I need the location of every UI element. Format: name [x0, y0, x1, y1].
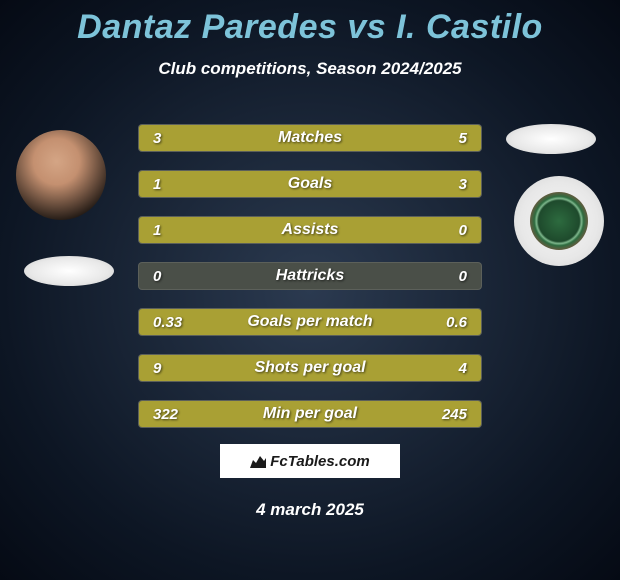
- value-left: 0: [153, 263, 161, 289]
- player-right-avatar: [514, 176, 604, 266]
- bar-right: [266, 125, 481, 151]
- value-left: 3: [153, 125, 161, 151]
- bar-right: [225, 171, 482, 197]
- stat-label: Hattricks: [139, 263, 481, 289]
- date-label: 4 march 2025: [0, 500, 620, 520]
- player-left-avatar: [16, 130, 106, 220]
- value-left: 1: [153, 171, 161, 197]
- value-left: 0.33: [153, 309, 182, 335]
- club-left-logo: [24, 256, 114, 286]
- bar-left: [139, 355, 375, 381]
- stat-row: 13Goals: [138, 170, 482, 198]
- value-right: 4: [459, 355, 467, 381]
- page-title: Dantaz Paredes vs I. Castilo: [0, 0, 620, 47]
- club-right-logo: [506, 124, 596, 154]
- chart-icon: [250, 454, 266, 468]
- subtitle: Club competitions, Season 2024/2025: [0, 59, 620, 79]
- bar-left: [139, 217, 481, 243]
- value-right: 3: [459, 171, 467, 197]
- bar-left: [139, 171, 225, 197]
- value-left: 9: [153, 355, 161, 381]
- value-right: 0: [459, 217, 467, 243]
- value-right: 0: [459, 263, 467, 289]
- watermark-label: FcTables.com: [270, 453, 369, 470]
- value-right: 245: [442, 401, 467, 427]
- value-left: 322: [153, 401, 178, 427]
- value-right: 5: [459, 125, 467, 151]
- stat-row: 322245Min per goal: [138, 400, 482, 428]
- stats-container: 35Matches13Goals10Assists00Hattricks0.33…: [138, 124, 482, 446]
- stat-row: 35Matches: [138, 124, 482, 152]
- stat-row: 10Assists: [138, 216, 482, 244]
- stat-row: 0.330.6Goals per match: [138, 308, 482, 336]
- value-left: 1: [153, 217, 161, 243]
- stat-row: 0 0Hattricks: [138, 262, 482, 290]
- value-right: 0.6: [446, 309, 467, 335]
- watermark[interactable]: FcTables.com: [220, 444, 400, 478]
- stat-row: 94Shots per goal: [138, 354, 482, 382]
- shield-icon: [530, 192, 588, 250]
